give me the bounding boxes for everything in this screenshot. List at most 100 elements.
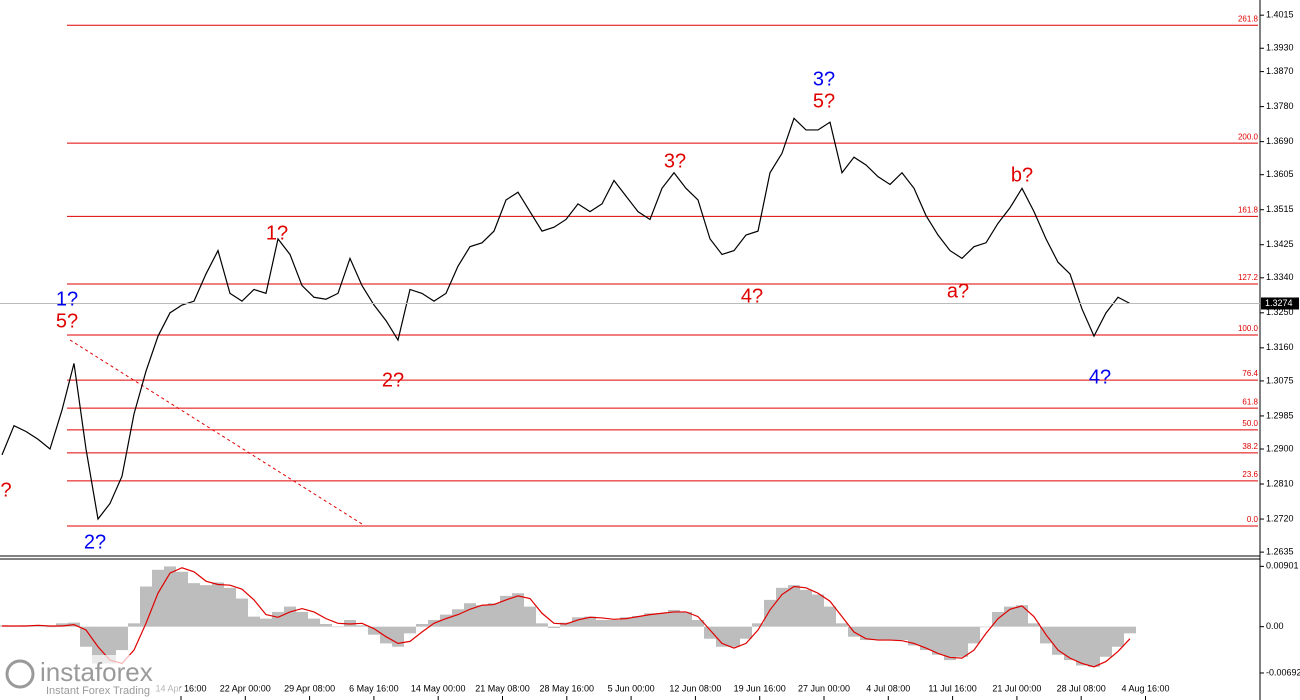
fib-label: 38.2 <box>1242 442 1258 451</box>
macd-bar <box>632 615 644 627</box>
x-tick-label: 12 Jun 08:00 <box>669 683 721 693</box>
macd-bar <box>932 626 944 655</box>
macd-bar <box>704 626 716 639</box>
fib-label: 23.6 <box>1242 470 1258 479</box>
macd-bar <box>272 611 284 627</box>
fib-label: 76.4 <box>1242 369 1258 378</box>
fib-label: 0.0 <box>1247 515 1259 524</box>
macd-bar <box>1112 626 1124 647</box>
macd-bar <box>404 626 416 634</box>
y-tick-label: 1.3075 <box>1266 375 1294 385</box>
wave-label: ? <box>0 479 11 501</box>
macd-bar <box>584 616 596 627</box>
watermark: instaforex Instant Forex Trading <box>0 655 180 700</box>
macd-bar <box>260 618 272 627</box>
wave-label: 1? <box>56 288 78 310</box>
last-price-label: 1.3274 <box>1265 298 1293 308</box>
x-tick-label: 14 Apr 16:00 <box>155 683 206 693</box>
macd-bar <box>1052 626 1064 655</box>
y-tick-label: 1.3515 <box>1266 204 1294 214</box>
macd-bar <box>644 613 656 627</box>
y-tick-label: 1.3930 <box>1266 43 1294 53</box>
macd-bar <box>152 569 164 627</box>
macd-bar <box>812 594 824 627</box>
macd-bar <box>1124 626 1136 634</box>
macd-bar <box>656 613 668 627</box>
y-tick-label: 1.3340 <box>1266 272 1294 282</box>
y-tick-label: 0.00 <box>1266 621 1284 631</box>
wave-label: 3? <box>813 68 835 90</box>
y-tick-label: 1.2720 <box>1266 513 1294 523</box>
price-line <box>1 117 1131 521</box>
macd-bar <box>44 626 56 628</box>
macd-bar <box>668 609 680 627</box>
y-tick-label: 1.2635 <box>1266 546 1294 556</box>
macd-bar <box>296 611 308 627</box>
macd-bar <box>836 623 848 627</box>
macd-bar <box>464 603 476 627</box>
macd-bar <box>548 626 560 628</box>
macd-bar <box>212 582 224 627</box>
x-tick-label: 11 Jul 16:00 <box>928 683 976 693</box>
macd-bar <box>1016 605 1028 627</box>
macd-bar <box>344 619 356 627</box>
macd-bar <box>608 619 620 627</box>
wave-label: a? <box>947 280 969 302</box>
macd-bar <box>164 566 176 627</box>
watermark-tagline: Instant Forex Trading <box>46 685 150 697</box>
wave-label: 2? <box>84 531 106 553</box>
macd-bar <box>1064 626 1076 661</box>
macd-bar <box>788 585 800 627</box>
x-tick-label: 4 Jul 08:00 <box>866 683 910 693</box>
signal-line <box>2 567 1131 668</box>
x-tick-label: 5 Jun 00:00 <box>608 683 655 693</box>
x-tick-label: 28 Jul 08:00 <box>1057 683 1106 693</box>
macd-bar <box>188 583 200 627</box>
last-price-box <box>1261 297 1299 310</box>
macd-bar <box>572 617 584 627</box>
y-tick-label: 1.4015 <box>1266 10 1294 20</box>
wave-label: 5? <box>56 310 78 332</box>
y-tick-label: 1.3250 <box>1266 307 1294 317</box>
x-tick-label: 27 Jun 00:00 <box>798 683 850 693</box>
macd-bar <box>1076 626 1088 666</box>
macd-bar <box>176 571 188 627</box>
fib-label: 261.8 <box>1238 14 1259 23</box>
macd-bar <box>968 626 980 644</box>
macd-bar <box>980 626 992 628</box>
macd-bar <box>800 589 812 627</box>
fib-label: 200.0 <box>1238 132 1259 141</box>
macd-bar <box>320 623 332 627</box>
x-tick-label: 22 Apr 00:00 <box>220 683 271 693</box>
wave-label: 2? <box>382 369 404 391</box>
macd-bar <box>116 626 128 651</box>
macd-bar <box>752 623 764 627</box>
macd-bar <box>368 626 380 635</box>
macd-bar <box>536 623 548 627</box>
macd-bar <box>716 626 728 647</box>
macd-bar <box>728 626 740 647</box>
macd-bar <box>380 626 392 644</box>
macd-bar <box>332 626 344 628</box>
macd-bar <box>896 626 908 641</box>
y-tick-label: 1.3870 <box>1266 66 1294 76</box>
x-tick-label: 14 May 00:00 <box>411 683 466 693</box>
y-tick-label: 1.2810 <box>1266 478 1294 488</box>
macd-bar <box>416 623 428 627</box>
x-tick-label: 21 Jul 00:00 <box>992 683 1041 693</box>
fib-label: 161.8 <box>1238 205 1259 214</box>
macd-bar <box>56 623 68 627</box>
macd-bar <box>776 587 788 627</box>
x-tick-label: 19 Jun 16:00 <box>734 683 786 693</box>
wave-label: 5? <box>813 90 835 112</box>
watermark-bg <box>0 655 180 700</box>
macd-bar <box>248 616 260 627</box>
wave-label: 3? <box>664 150 686 172</box>
macd-bar <box>488 603 500 627</box>
macd-bar <box>908 626 920 646</box>
macd-bar <box>680 611 692 627</box>
macd-bar <box>620 617 632 627</box>
macd-bar <box>308 618 320 627</box>
wave-label: 1? <box>266 222 288 244</box>
